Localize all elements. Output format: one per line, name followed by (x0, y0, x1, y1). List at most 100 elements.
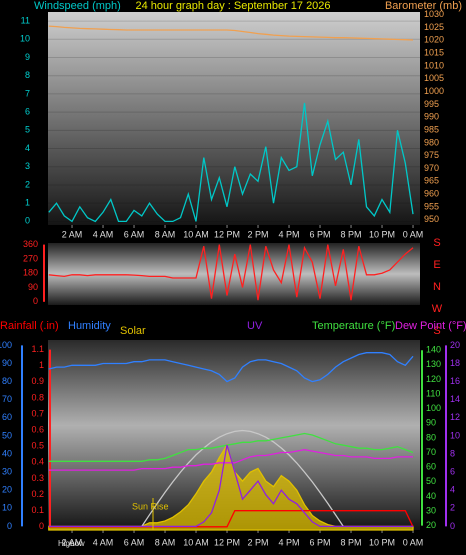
legend-label: Temperature (°F) (312, 320, 395, 332)
y-tick-label: 0 (33, 296, 38, 306)
y-tick-label: 1.1 (31, 344, 44, 354)
x-tick-label: 10 PM (369, 229, 395, 239)
y-tick-label: 8 (450, 448, 455, 458)
y-tick-label: 70 (426, 447, 436, 457)
y-tick-label: 90 (2, 358, 12, 368)
legend-label: Humidity (68, 320, 111, 332)
y-tick-label: 30 (2, 466, 12, 476)
y-tick-label: 975 (424, 150, 439, 160)
x-tick-label: 12 PM (214, 229, 240, 239)
y-tick-label: 0 (7, 521, 12, 531)
y-tick-label: 1020 (424, 35, 444, 45)
x-tick-label: 10 AM (183, 229, 209, 239)
y-tick-label: 0.4 (31, 457, 44, 467)
x-tick-label: 6 PM (310, 229, 331, 239)
y-tick-label: 18 (450, 358, 460, 368)
y-tick-label: 965 (424, 176, 439, 186)
y-tick-label: 40 (426, 491, 436, 501)
x-tick-label: 4 PM (279, 537, 300, 547)
y-tick-label: 0.3 (31, 473, 44, 483)
series-line (48, 352, 414, 383)
y-tick-label: 50 (2, 430, 12, 440)
y-tick-label: 0.9 (31, 376, 44, 386)
y-tick-label: 360 (23, 239, 38, 249)
y-tick-label: 995 (424, 99, 439, 109)
y-tick-label: 955 (424, 201, 439, 211)
y-tick-label: 270 (23, 253, 38, 263)
x-tick-label: 0 AM (403, 229, 424, 239)
y-tick-label: 10 (2, 503, 12, 513)
x-tick-label: 4 AM (93, 537, 114, 547)
y-tick-label: 7 (25, 88, 30, 98)
y-tick-label: 990 (424, 112, 439, 122)
y-tick-label: 1015 (424, 47, 444, 57)
x-tick-label: 6 AM (124, 537, 145, 547)
y-tick-label: 0.5 (31, 441, 44, 451)
series-line (48, 244, 414, 301)
y-tick-label: 970 (424, 163, 439, 173)
compass-label: S (433, 325, 440, 337)
y-tick-label: 0.8 (31, 392, 44, 402)
y-tick-label: 16 (450, 376, 460, 386)
x-tick-label: 6 PM (310, 537, 331, 547)
legend-label: Rainfall (.in) (0, 320, 59, 332)
y-tick-label: 60 (426, 462, 436, 472)
y-tick-label: 5 (25, 125, 30, 135)
x-tick-label: 8 PM (341, 537, 362, 547)
y-tick-label: 985 (424, 124, 439, 134)
y-tick-label: 1 (25, 198, 30, 208)
y-tick-label: 140 (426, 345, 441, 355)
x-tick-label: 4 PM (279, 229, 300, 239)
series-line (48, 432, 414, 462)
y-tick-label: 40 (2, 448, 12, 458)
y-tick-label: 1005 (424, 73, 444, 83)
y-tick-label: 0.6 (31, 425, 44, 435)
y-tick-label: 1010 (424, 60, 444, 70)
y-tick-label: 180 (23, 268, 38, 278)
legend-label: Windspeed (mph) (34, 0, 121, 12)
x-tick-label: 6 AM (124, 229, 145, 239)
x-tick-label: 12 PM (214, 537, 240, 547)
x-tick-label: 2 PM (248, 229, 269, 239)
y-tick-label: 6 (450, 466, 455, 476)
y-tick-label: 4 (25, 143, 30, 153)
x-tick-label: 8 AM (155, 229, 176, 239)
y-tick-label: 8 (25, 70, 30, 80)
series-line (48, 448, 413, 471)
legend-label: Dew Point (°F) (395, 320, 466, 332)
y-tick-label: 60 (2, 412, 12, 422)
y-tick-label: 120 (426, 374, 441, 384)
series-line (141, 429, 344, 527)
compass-label: S (433, 237, 440, 249)
y-tick-label: 100 (0, 340, 12, 350)
y-tick-label: 0.1 (31, 505, 44, 515)
y-tick-label: 70 (2, 394, 12, 404)
y-tick-label: 0.7 (31, 408, 44, 418)
y-tick-label: 1000 (424, 86, 444, 96)
plot-area (48, 243, 420, 305)
plot-area (48, 12, 420, 225)
chart-title: 24 hour graph day : September 17 2026 (135, 0, 330, 12)
y-tick-label: 14 (450, 394, 460, 404)
x-tick-label: 2 PM (248, 537, 269, 547)
compass-label: N (433, 281, 441, 293)
y-tick-label: 980 (424, 137, 439, 147)
y-tick-label: 20 (450, 340, 460, 350)
compass-label: E (433, 259, 440, 271)
y-tick-label: 1 (39, 360, 44, 370)
y-tick-label: 90 (426, 418, 436, 428)
y-tick-label: 20 (426, 520, 436, 530)
y-tick-label: 20 (2, 485, 12, 495)
x-tick-label: 10 AM (183, 537, 209, 547)
annotation: High (58, 539, 74, 548)
y-tick-label: 2 (25, 179, 30, 189)
x-tick-label: 8 AM (155, 537, 176, 547)
y-tick-label: 90 (28, 282, 38, 292)
annotation: Sun Rise (132, 501, 169, 511)
series-line (48, 102, 414, 223)
y-tick-label: 100 (426, 403, 441, 413)
legend-label: UV (247, 320, 263, 332)
y-tick-label: 30 (426, 505, 436, 515)
